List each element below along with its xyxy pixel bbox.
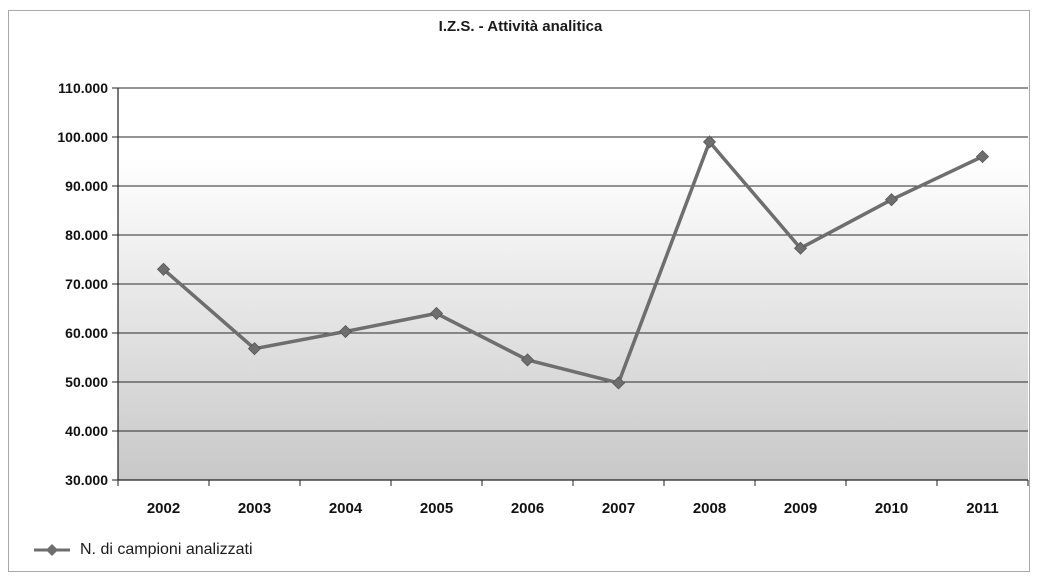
data-point [975, 150, 990, 164]
x-tick-label: 2003 [238, 500, 271, 517]
y-tick-label: 80.000 [65, 227, 108, 243]
data-point [611, 376, 626, 390]
y-axis-ticks: 30.000 40.000 50.000 60.000 70.000 80.000 90.0… [57, 80, 118, 488]
data-point [247, 342, 262, 356]
series-line [162, 140, 984, 385]
x-tick-label: 2006 [511, 500, 544, 517]
x-axis-ticks: 2002 2003 2004 2005 2006 2007 2008 2009 2010 2011 [117, 480, 1029, 517]
data-point [793, 241, 808, 255]
x-tick-label: 2005 [420, 500, 453, 517]
x-tick-label: 2004 [329, 500, 363, 517]
x-tick-label: 2009 [784, 500, 817, 517]
chart-title: I.Z.S. - Attività analitica [438, 18, 603, 35]
grid-lines [118, 87, 1028, 432]
x-tick-label: 2008 [693, 500, 726, 517]
y-tick-label: 50.000 [65, 374, 108, 390]
legend-marker-icon [34, 544, 70, 556]
y-tick-label: 100.000 [57, 129, 108, 145]
legend: N. di campioni analizzati [32, 540, 253, 560]
data-point [520, 353, 535, 367]
data-point [702, 135, 717, 149]
axes [117, 88, 1028, 481]
data-point [884, 193, 899, 207]
x-tick-label: 2010 [875, 500, 908, 517]
y-tick-label: 110.000 [58, 80, 108, 96]
series-layer [156, 135, 990, 390]
data-point [338, 324, 353, 339]
x-tick-label: 2002 [147, 500, 180, 517]
y-tick-label: 30.000 [65, 472, 108, 488]
x-tick-label: 2007 [602, 500, 635, 517]
data-point [429, 306, 444, 320]
y-tick-label: 40.000 [65, 423, 108, 439]
x-tick-label: 2011 [966, 500, 999, 517]
y-tick-label: 70.000 [65, 276, 108, 292]
y-tick-label: 60.000 [65, 325, 108, 341]
y-tick-label: 90.000 [65, 178, 108, 194]
data-point [156, 262, 171, 276]
legend-label-series: N. di campioni analizzati [80, 541, 253, 558]
